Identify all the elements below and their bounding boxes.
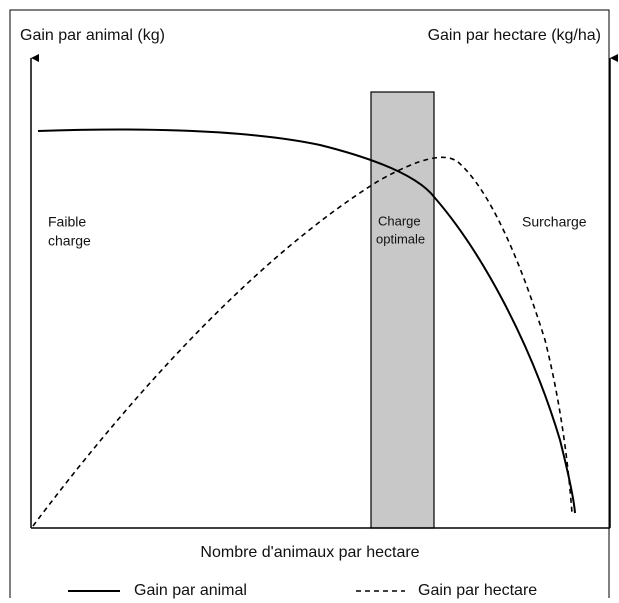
curve-gain-hectare xyxy=(32,156,573,527)
legend-label: Gain par animal xyxy=(134,582,247,599)
curve-gain-animal xyxy=(37,128,576,514)
optimal-zone xyxy=(370,91,435,529)
zone-label: Faible xyxy=(48,214,86,230)
frame xyxy=(9,9,610,598)
right-axis-label: Gain par hectare (kg/ha) xyxy=(428,27,601,44)
zone-label: charge xyxy=(48,233,91,249)
legend-label: Gain par hectare xyxy=(418,582,537,599)
left-axis-label: Gain par animal (kg) xyxy=(20,27,165,44)
zone-label: optimale xyxy=(376,231,425,246)
zone-label: Charge xyxy=(378,213,421,228)
x-axis-label: Nombre d'animaux par hectare xyxy=(200,544,419,561)
zone-label: Surcharge xyxy=(522,214,587,230)
